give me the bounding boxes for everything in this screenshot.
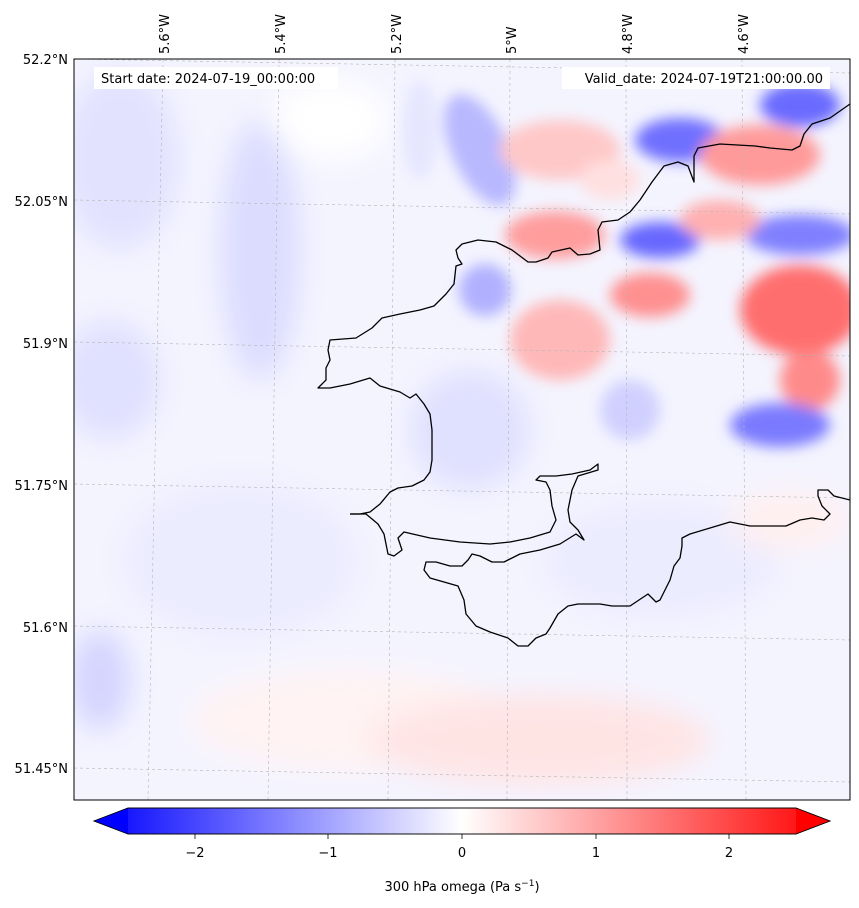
colorbar-tick-label-4: 2 [725, 846, 733, 861]
omega-strong-shading [402, 80, 850, 447]
lon-label-3: 5°W [505, 26, 520, 54]
omega-broad-shading [74, 70, 850, 785]
colorbar-tick-label-2: 0 [458, 846, 466, 861]
start-date-box [94, 67, 338, 89]
colorbar-label: 300 hPa omega (Pa s−1) [384, 879, 539, 895]
colorbar-extend-high [796, 808, 830, 834]
lat-label-5: 51.45°N [15, 762, 68, 777]
colorbar-bar [92, 807, 832, 835]
omega-field [74, 70, 850, 785]
map-panel: Start date: 2024-07-19_00:00:00 Valid_da… [15, 14, 851, 801]
colorbar-tick-label-1: −1 [318, 846, 337, 861]
lon-label-2: 5.2°W [390, 14, 405, 54]
lat-label-2: 51.9°N [23, 337, 68, 352]
lon-label-0: 5.6°W [158, 14, 173, 54]
colorbar-extend-low [94, 808, 128, 834]
lat-label-3: 51.75°N [15, 479, 68, 494]
colorbar-ticks [194, 834, 730, 839]
lat-label-4: 51.6°N [23, 621, 68, 636]
lon-label-4: 4.8°W [621, 14, 636, 54]
colorbar-tick-label-3: 1 [592, 846, 600, 861]
colorbar-tick-label-0: −2 [185, 846, 204, 861]
lon-labels: 5.6°W 5.4°W 5.2°W 5°W 4.8°W 4.6°W [158, 14, 752, 54]
coastline [317, 103, 850, 647]
lon-label-5: 4.6°W [737, 14, 752, 54]
lat-label-0: 52.2°N [23, 53, 68, 68]
colorbar: −2 −1 0 1 2 300 hPa omega (Pa s−1) [92, 807, 832, 895]
lat-label-1: 52.05°N [15, 195, 68, 210]
map-frame [73, 58, 851, 801]
start-date-text: Start date: 2024-07-19_00:00:00 [101, 72, 315, 87]
valid-date-text: Valid_date: 2024-07-19T21:00:00.00 [585, 72, 823, 87]
lon-label-1: 5.4°W [274, 14, 289, 54]
valid-date-box [562, 67, 830, 89]
lat-labels: 52.2°N 52.05°N 51.9°N 51.75°N 51.6°N 51.… [15, 53, 68, 777]
